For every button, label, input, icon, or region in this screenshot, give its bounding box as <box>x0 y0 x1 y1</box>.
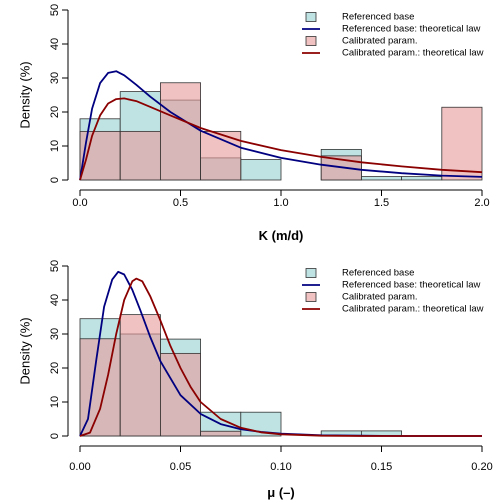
x-tick-label: 0.10 <box>270 461 291 473</box>
x-axis-title: K (m/d) <box>259 228 304 243</box>
histogram-bar-calibrated <box>159 82 201 181</box>
histogram-bar-referenced <box>360 176 402 181</box>
y-axis-title: Density (%) <box>17 61 32 128</box>
legend-swatch <box>305 12 317 22</box>
legend-label: Referenced base <box>342 268 414 279</box>
y-tick-label: 30 <box>49 72 61 84</box>
y-tick-label: 0 <box>49 177 61 183</box>
histogram-bar-calibrated <box>200 430 242 437</box>
density-curve-calibrated <box>79 277 482 437</box>
y-tick-label: 10 <box>49 396 61 408</box>
density-curve-referenced <box>79 70 483 181</box>
y-tick-label: 50 <box>49 4 61 16</box>
y-tick-label: 0 <box>49 433 61 439</box>
legend-label: Referenced base <box>342 12 414 23</box>
histogram-bar-referenced <box>401 176 443 181</box>
x-tick-label: 0.15 <box>371 461 392 473</box>
legend-swatch <box>305 36 317 46</box>
x-tick-label: 1.5 <box>374 197 389 209</box>
histogram-bar-calibrated <box>441 106 483 181</box>
y-tick-label: 20 <box>49 106 61 118</box>
histogram-bar-calibrated <box>119 130 161 181</box>
y-tick-label: 40 <box>49 294 61 306</box>
y-tick-label: 20 <box>49 362 61 374</box>
legend-label: Calibrated param.: theoretical law <box>342 304 484 315</box>
legend-swatch <box>305 292 317 302</box>
x-tick-label: 0.05 <box>170 461 191 473</box>
legend-label: Calibrated param.: theoretical law <box>342 48 484 59</box>
legend-label: Referenced base: theoretical law <box>342 24 480 35</box>
y-axis-title: Density (%) <box>17 317 32 384</box>
legend-swatch <box>305 268 317 278</box>
legend-label: Calibrated param. <box>342 292 418 303</box>
x-tick-label: 0.00 <box>69 461 90 473</box>
panel-k-histogram: 0 10 20 30 40 50 Density (%) 0.0 0.5 1.0 1.5 2.0 K (… <box>17 4 489 243</box>
y-tick-label: 40 <box>49 38 61 50</box>
histogram-bar-calibrated <box>119 314 161 437</box>
y-tick-label: 30 <box>49 328 61 340</box>
legend-label: Referenced base: theoretical law <box>342 280 480 291</box>
y-tick-label: 10 <box>49 140 61 152</box>
x-tick-label: 2.0 <box>474 197 489 209</box>
x-axis-title: μ (–) <box>267 485 294 500</box>
x-tick-label: 1.0 <box>273 197 288 209</box>
x-tick-label: 0.0 <box>72 197 87 209</box>
y-tick-label: 50 <box>49 260 61 272</box>
histogram-bar-referenced <box>240 159 282 181</box>
x-tick-label: 0.5 <box>173 197 188 209</box>
x-tick-label: 0.20 <box>471 461 492 473</box>
density-curve-calibrated <box>79 97 483 181</box>
panel-mu-histogram: 0 10 20 30 40 50 Density (%) 0.00 0.05 0.10 0.15 0.… <box>17 260 492 500</box>
legend-label: Calibrated param. <box>342 36 418 47</box>
